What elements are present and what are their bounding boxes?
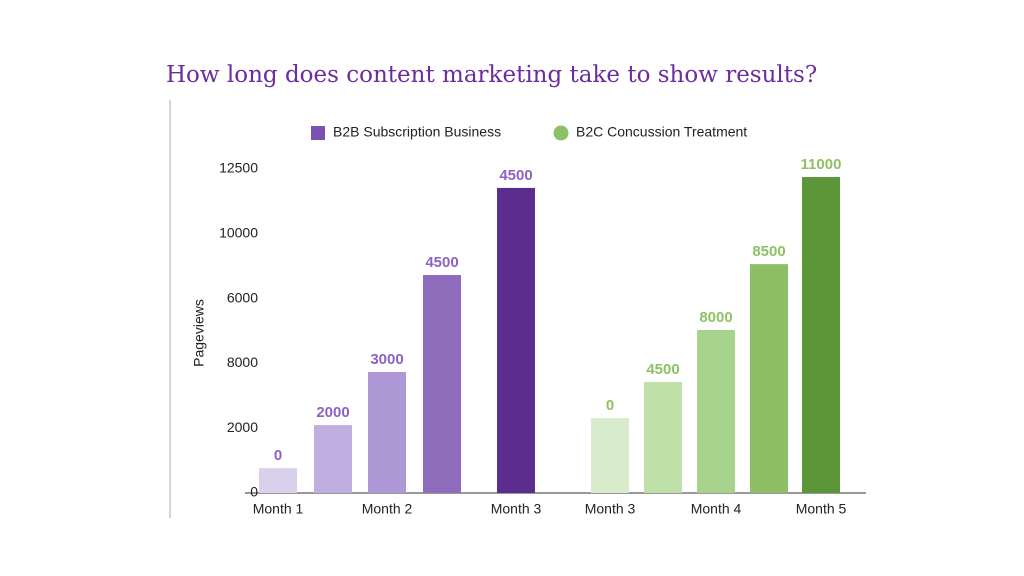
bar-label: 2000 — [316, 404, 349, 421]
bar-label: 4500 — [499, 167, 532, 184]
bar-label: 4500 — [425, 254, 458, 271]
bar-label: 0 — [606, 397, 614, 414]
x-tick-label: Month 3 — [491, 501, 542, 517]
x-tick-label: Month 3 — [585, 501, 636, 517]
bar — [259, 468, 297, 493]
bar — [423, 275, 461, 493]
legend-label: B2B Subscription Business — [333, 124, 501, 140]
bar — [497, 187, 535, 493]
bar — [750, 264, 788, 493]
bar-label: 8000 — [699, 309, 732, 326]
bar — [644, 382, 682, 493]
bar — [368, 371, 406, 493]
bar — [591, 418, 629, 493]
bar — [697, 329, 735, 493]
bar-label: 0 — [274, 447, 282, 464]
y-tick-label: 10000 — [219, 225, 258, 241]
x-tick-label: Month 1 — [253, 501, 304, 517]
legend-label: B2C Concussion Treatment — [576, 124, 747, 140]
x-tick-label: Month 5 — [796, 501, 847, 517]
y-tick-label: 12500 — [219, 160, 258, 176]
y-tick-label: 6000 — [227, 289, 258, 305]
y-tick-label: 8000 — [227, 354, 258, 370]
y-tick-label: 2000 — [227, 419, 258, 435]
bar-label: 3000 — [370, 351, 403, 368]
x-tick-label: Month 2 — [362, 501, 413, 517]
bar — [802, 177, 840, 493]
x-tick-label: Month 4 — [691, 501, 742, 517]
chart-title: How long does content marketing take to … — [166, 62, 817, 88]
bar-label: 11000 — [801, 156, 842, 173]
bar-label: 4500 — [646, 361, 679, 378]
legend-swatch — [311, 126, 325, 140]
y-tick-label: 0 — [250, 484, 258, 500]
legend-swatch — [553, 125, 569, 141]
y-axis-label: Pageviews — [191, 299, 207, 367]
bar-label: 8500 — [752, 243, 785, 260]
bar — [314, 425, 352, 493]
